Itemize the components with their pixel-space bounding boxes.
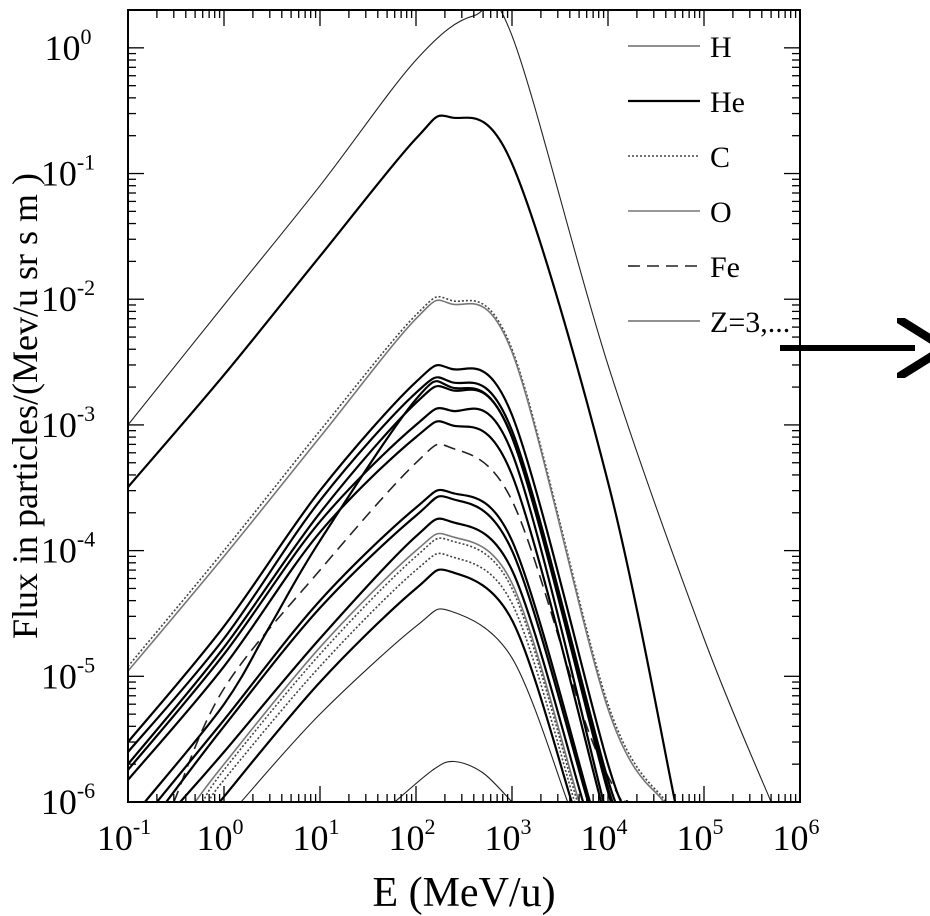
series-line-h [128, 10, 772, 802]
legend-label: Z=3,... [710, 306, 790, 339]
legend-label: H [710, 31, 732, 64]
series-line [218, 568, 573, 802]
legend-label: Fe [710, 251, 740, 284]
plot-frame [127, 9, 801, 803]
y-tick-label: 10-6 [41, 778, 95, 822]
x-tick-label: 105 [677, 814, 724, 858]
series-line [165, 495, 590, 802]
series-line-o [128, 299, 665, 802]
legend-label: C [710, 141, 730, 174]
y-tick-label: 10-1 [41, 150, 95, 194]
legend-label: He [710, 86, 745, 119]
series-line [128, 376, 626, 802]
series-line [128, 420, 603, 802]
series-line [208, 552, 576, 802]
series-line [179, 517, 585, 802]
y-tick-label: 10-5 [41, 652, 95, 696]
y-tick-label: 10-2 [41, 275, 95, 319]
x-tick-label: 10-1 [97, 814, 151, 858]
series-line [240, 608, 569, 802]
series-line [394, 760, 513, 802]
series-line [156, 488, 592, 802]
series-line [128, 364, 629, 802]
y-axis-label: Flux in particles/(Mev/u sr s m ) [5, 173, 45, 639]
x-tick-labels: 10-1 100 101 102 103 104 105 106 [97, 814, 820, 858]
y-tick-label: 100 [45, 24, 92, 68]
x-tick-label: 100 [197, 814, 244, 858]
y-tick-label: 10-4 [41, 527, 95, 571]
legend: H He CO Fe Z=3,... [628, 31, 790, 339]
series-line-fe [173, 443, 623, 802]
x-tick-label: 101 [293, 814, 340, 858]
x-tick-label: 102 [389, 814, 436, 858]
x-tick-label: 104 [581, 814, 628, 858]
x-tick-label: 103 [485, 814, 532, 858]
ticks-layer [127, 9, 801, 803]
series-line [194, 532, 580, 802]
x-tick-label: 106 [773, 814, 820, 858]
x-axis-label: E (MeV/u) [372, 870, 555, 916]
curves-layer [128, 10, 772, 802]
y-tick-label: 10-3 [41, 401, 95, 445]
series-line-he [128, 114, 677, 802]
series-line [144, 380, 624, 802]
y-tick-labels: 10-6 10-5 10-4 10-3 10-2 10-1 100 [41, 24, 95, 822]
series-line [128, 407, 605, 802]
legend-label: O [710, 196, 732, 229]
